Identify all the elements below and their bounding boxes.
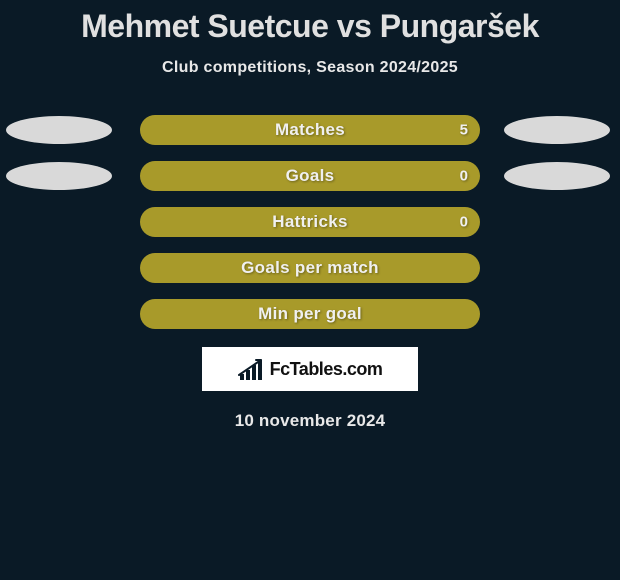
stat-bar: Goals per match [140, 253, 480, 283]
stat-row-goals-per-match: Goals per match [0, 253, 620, 283]
brand-text: FcTables.com [270, 359, 383, 380]
stat-row-min-per-goal: Min per goal [0, 299, 620, 329]
stat-label: Goals per match [241, 258, 379, 278]
stat-row-hattricks: Hattricks 0 [0, 207, 620, 237]
title-player1: Mehmet Suetcue [81, 8, 328, 44]
stat-value-right: 0 [460, 214, 468, 231]
stat-value-right: 0 [460, 168, 468, 185]
page-title: Mehmet Suetcue vs Pungaršek [0, 0, 620, 45]
stat-bar: Goals 0 [140, 161, 480, 191]
stat-value-right: 5 [460, 122, 468, 139]
stat-label: Min per goal [258, 304, 362, 324]
stat-bar: Hattricks 0 [140, 207, 480, 237]
player1-blob-icon [6, 116, 112, 144]
subtitle: Club competitions, Season 2024/2025 [0, 59, 620, 77]
player2-blob-icon [504, 116, 610, 144]
title-player2: Pungaršek [380, 8, 539, 44]
stat-label: Hattricks [272, 212, 347, 232]
date-text: 10 november 2024 [0, 411, 620, 431]
stat-bar: Matches 5 [140, 115, 480, 145]
player2-blob-icon [504, 162, 610, 190]
bar-chart-trend-icon [238, 358, 266, 380]
player1-blob-icon [6, 162, 112, 190]
title-vs: vs [337, 8, 372, 44]
brand-badge: FcTables.com [202, 347, 418, 391]
stat-row-goals: Goals 0 [0, 161, 620, 191]
stat-label: Matches [275, 120, 345, 140]
stats-container: Matches 5 Goals 0 Hattricks 0 Goals per … [0, 115, 620, 329]
stat-bar: Min per goal [140, 299, 480, 329]
stat-label: Goals [286, 166, 335, 186]
stat-row-matches: Matches 5 [0, 115, 620, 145]
